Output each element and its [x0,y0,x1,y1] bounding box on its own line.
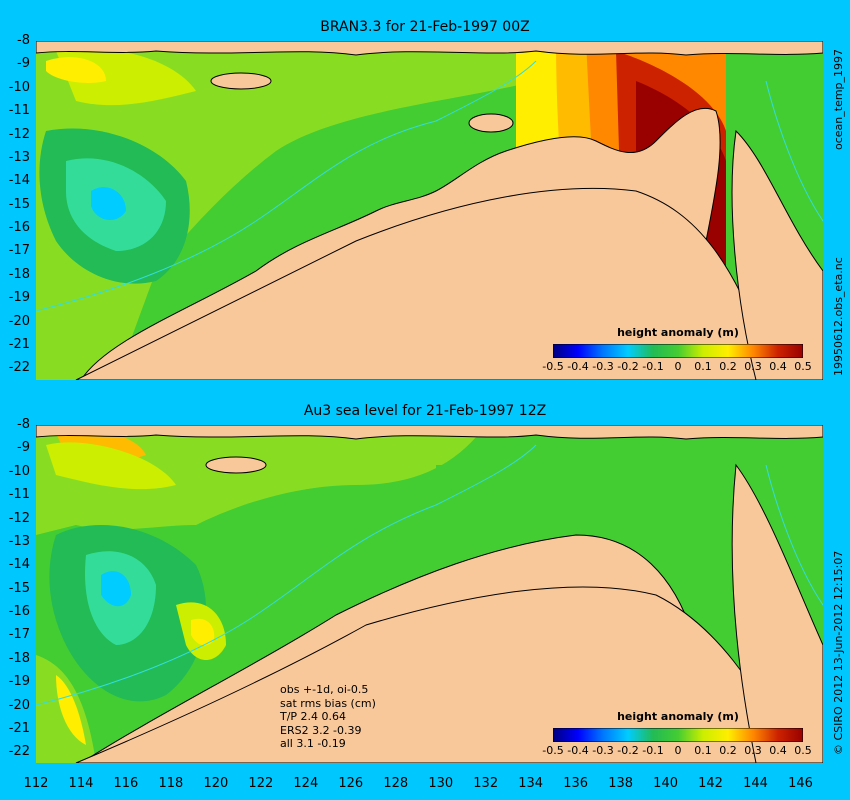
y-tick-label: -11 [8,103,30,119]
colorbar-tick-label: 0 [674,360,682,373]
bottom-colorbar-title: height anomaly (m) [617,710,739,723]
y-tick-label: -16 [8,604,30,620]
colorbar-tick-label: 0.4 [769,744,787,757]
y-tick-label: -10 [8,463,30,479]
x-tick-label: 124 [293,776,319,791]
colorbar-tick-label: 0.1 [694,744,712,757]
stats-line: sat rms bias (cm) [280,696,376,710]
y-tick-label: -21 [8,336,30,352]
y-tick-label: -10 [8,79,30,95]
colorbar-tick-label: 0.3 [744,744,762,757]
y-tick-label: -16 [8,220,30,236]
x-tick-label: 128 [383,776,409,791]
x-tick-label: 122 [248,776,274,791]
colorbar-tick-label: -0.3 [592,360,614,373]
stats-annotation: obs +-1d, oi-0.5 sat rms bias (cm) T/P 2… [280,683,376,751]
colorbar-tick-label: 0.3 [744,360,762,373]
top-colorbar-title: height anomaly (m) [617,326,739,339]
y-tick-label: -14 [8,557,30,573]
colorbar-tick-label: -0.1 [642,744,664,757]
stats-line: obs +-1d, oi-0.5 [280,683,369,696]
y-tick-label: -8 [17,33,30,48]
bottom-chart-title: Au3 sea level for 21-Feb-1997 12Z [303,403,547,419]
x-tick-label: 120 [203,776,229,791]
top-chart-title: BRAN3.3 for 21-Feb-1997 00Z [320,19,530,35]
y-tick-label: -18 [8,266,30,282]
bottom-colorbar: height anomaly (m) -0.5 -0.4 -0.3 -0.2 -0.1 0… [542,710,811,757]
colorbar-tick-label: -0.2 [617,744,639,757]
y-tick-label: -21 [8,720,30,736]
x-tick-label: 112 [23,776,49,791]
top-side-text-2: 19950612.obs_eta.nc [832,257,845,376]
y-tick-label: -19 [8,290,30,306]
stats-line: T/P 2.4 0.64 [280,710,347,723]
y-tick-label: -14 [8,173,30,189]
colorbar-tick-label: 0.5 [794,360,812,373]
x-tick-label: 136 [563,776,589,791]
y-tick-label: -12 [8,126,30,142]
top-side-text-1: ocean_temp_1997 [832,48,845,150]
bottom-heatmap [36,425,823,763]
y-tick-label: -11 [8,487,30,503]
y-tick-label: -15 [8,196,30,212]
stats-line: ERS2 3.2 -0.39 [280,723,362,737]
colorbar-tick-label: 0.4 [769,360,787,373]
x-tick-label: 130 [428,776,454,791]
x-tick-label: 118 [158,776,184,791]
y-tick-label: -15 [8,580,30,596]
y-tick-label: -9 [17,440,30,456]
colorbar-tick-label: 0.2 [719,360,737,373]
y-tick-label: -19 [8,674,30,690]
x-tick-label: 126 [338,776,364,791]
x-tick-label: 138 [608,776,634,791]
bottom-map-panel: height anomaly (m) -0.5 -0.4 -0.3 -0.2 -0.1 0… [36,425,823,763]
y-tick-label: -13 [8,533,30,549]
y-tick-label: -20 [8,697,30,713]
colorbar-tick-label: -0.5 [542,744,564,757]
y-tick-label: -22 [8,744,30,760]
y-tick-label: -18 [8,650,30,666]
colorbar-tick-label: -0.4 [567,744,589,757]
colorbar-tick-label: -0.2 [617,360,639,373]
y-tick-label: -20 [8,313,30,329]
x-tick-label: 132 [473,776,499,791]
y-tick-label: -9 [17,56,30,72]
x-tick-label: 144 [743,776,768,791]
x-tick-label: 114 [68,776,94,791]
x-tick-label: 142 [698,776,723,791]
y-tick-label: -12 [8,510,30,526]
colorbar-tick-label: -0.5 [542,360,564,373]
y-tick-label: -17 [8,627,30,643]
colorbar-tick-label: -0.3 [592,744,614,757]
colorbar-tick-label: 0.1 [694,360,712,373]
y-tick-label: -13 [8,149,30,165]
stats-line: all 3.1 -0.19 [280,737,346,750]
top-colorbar-gradient [553,344,803,358]
colorbar-tick-label: -0.1 [642,360,664,373]
bottom-colorbar-gradient [553,728,803,742]
x-tick-label: 146 [788,776,813,791]
colorbar-tick-label: 0 [674,744,682,757]
y-tick-label: -22 [8,360,30,376]
x-tick-label: 116 [113,776,139,791]
top-colorbar: height anomaly (m) -0.5 -0. [542,326,811,373]
bottom-side-text: © CSIRO 2012 13-Jun-2012 12:15:07 [832,550,845,755]
top-map-panel: height anomaly (m) -0.5 -0. [36,41,823,380]
x-tick-label: 140 [653,776,678,791]
x-tick-label: 134 [518,776,544,791]
colorbar-tick-label: 0.5 [794,744,812,757]
colorbar-tick-label: 0.2 [719,744,737,757]
top-heatmap [36,41,823,380]
y-tick-label: -8 [17,417,30,432]
y-tick-label: -17 [8,243,30,259]
colorbar-tick-label: -0.4 [567,360,589,373]
